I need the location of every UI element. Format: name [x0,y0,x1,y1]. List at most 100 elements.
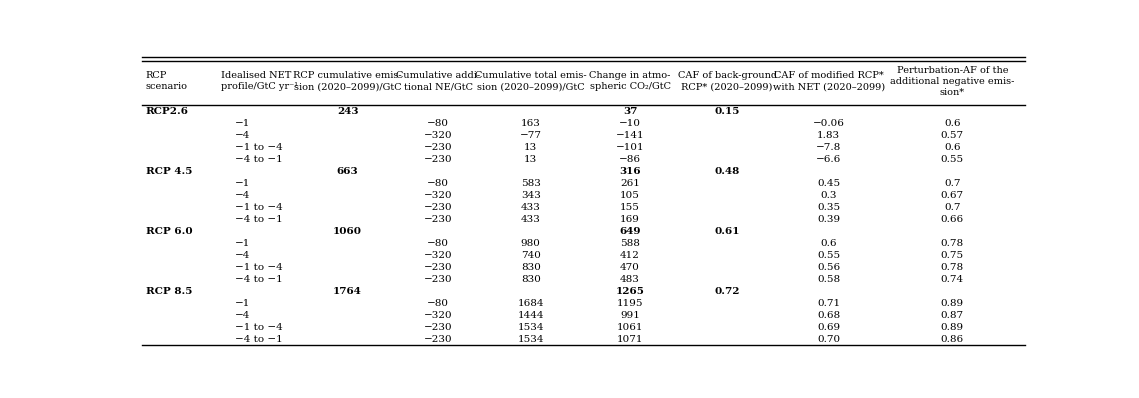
Text: 163: 163 [521,119,541,128]
Text: 1071: 1071 [617,335,644,343]
Text: 1060: 1060 [333,227,362,236]
Text: 1195: 1195 [617,298,644,308]
Text: 0.66: 0.66 [941,215,964,224]
Text: 433: 433 [521,203,541,212]
Text: −1 to −4: −1 to −4 [235,263,282,272]
Text: 0.6: 0.6 [820,239,837,248]
Text: −4 to −1: −4 to −1 [235,275,282,284]
Text: 0.15: 0.15 [714,107,740,116]
Text: 0.75: 0.75 [941,251,964,259]
Text: −1 to −4: −1 to −4 [235,322,282,332]
Text: 1265: 1265 [616,287,645,296]
Text: 0.74: 0.74 [941,275,964,284]
Text: −4 to −1: −4 to −1 [235,215,282,224]
Text: 0.71: 0.71 [817,298,841,308]
Text: CAF of back-ground
RCP* (2020–2099): CAF of back-ground RCP* (2020–2099) [678,71,777,91]
Text: −0.06: −0.06 [813,119,845,128]
Text: 583: 583 [521,179,541,188]
Text: 1444: 1444 [517,310,544,320]
Text: 0.67: 0.67 [941,191,964,200]
Text: 169: 169 [620,215,640,224]
Text: −101: −101 [616,143,645,152]
Text: −4 to −1: −4 to −1 [235,335,282,343]
Text: 0.39: 0.39 [817,215,841,224]
Text: −10: −10 [620,119,641,128]
Text: Idealised NET
profile/GtC yr⁻¹: Idealised NET profile/GtC yr⁻¹ [221,71,298,91]
Text: −80: −80 [427,179,449,188]
Text: −230: −230 [424,155,452,164]
Text: 483: 483 [620,275,640,284]
Text: −80: −80 [427,298,449,308]
Text: 155: 155 [620,203,640,212]
Text: −1: −1 [235,298,251,308]
Text: 1.83: 1.83 [817,131,841,140]
Text: 588: 588 [620,239,640,248]
Text: −4: −4 [235,310,251,320]
Text: −230: −230 [424,215,452,224]
Text: −1: −1 [235,119,251,128]
Text: 37: 37 [623,107,637,116]
Text: −230: −230 [424,335,452,343]
Text: 1684: 1684 [517,298,544,308]
Text: 0.70: 0.70 [817,335,841,343]
Text: −86: −86 [620,155,641,164]
Text: −320: −320 [424,191,452,200]
Text: 0.58: 0.58 [817,275,841,284]
Text: RCP
scenario: RCP scenario [146,71,188,91]
Text: 0.78: 0.78 [941,239,964,248]
Text: 0.7: 0.7 [944,203,960,212]
Text: 1061: 1061 [617,322,644,332]
Text: 0.55: 0.55 [941,155,964,164]
Text: RCP2.6: RCP2.6 [146,107,189,116]
Text: 316: 316 [620,167,641,176]
Text: −320: −320 [424,131,452,140]
Text: −4: −4 [235,131,251,140]
Text: 0.61: 0.61 [714,227,740,236]
Text: 0.78: 0.78 [941,263,964,272]
Text: −230: −230 [424,203,452,212]
Text: Perturbation-AF of the
additional negative emis-
sion*: Perturbation-AF of the additional negati… [890,66,1015,97]
Text: −230: −230 [424,322,452,332]
Text: −1: −1 [235,239,251,248]
Text: 0.3: 0.3 [820,191,837,200]
Text: Cumulative total emis-
sion (2020–2099)/GtC: Cumulative total emis- sion (2020–2099)/… [475,71,587,91]
Text: 261: 261 [620,179,640,188]
Text: 0.55: 0.55 [817,251,841,259]
Text: 343: 343 [521,191,541,200]
Text: 1764: 1764 [334,287,362,296]
Text: 649: 649 [620,227,641,236]
Text: 433: 433 [521,215,541,224]
Text: −1 to −4: −1 to −4 [235,143,282,152]
Text: 0.89: 0.89 [941,298,964,308]
Text: −230: −230 [424,275,452,284]
Text: 740: 740 [521,251,541,259]
Text: 1534: 1534 [517,335,544,343]
Text: 0.35: 0.35 [817,203,841,212]
Text: 0.89: 0.89 [941,322,964,332]
Text: 0.69: 0.69 [817,322,841,332]
Text: 412: 412 [620,251,640,259]
Text: −80: −80 [427,239,449,248]
Text: 243: 243 [337,107,359,116]
Text: 0.87: 0.87 [941,310,964,320]
Text: −4 to −1: −4 to −1 [235,155,282,164]
Text: −1: −1 [235,179,251,188]
Text: −141: −141 [616,131,645,140]
Text: 830: 830 [521,263,541,272]
Text: 0.72: 0.72 [714,287,740,296]
Text: 0.56: 0.56 [817,263,841,272]
Text: 830: 830 [521,275,541,284]
Text: Cumulative addi-
tional NE/GtC: Cumulative addi- tional NE/GtC [396,71,481,91]
Text: 0.6: 0.6 [944,119,960,128]
Text: RCP 6.0: RCP 6.0 [146,227,192,236]
Text: 0.48: 0.48 [714,167,740,176]
Text: 470: 470 [620,263,640,272]
Text: 0.86: 0.86 [941,335,964,343]
Text: RCP 4.5: RCP 4.5 [146,167,192,176]
Text: 0.6: 0.6 [944,143,960,152]
Text: −4: −4 [235,191,251,200]
Text: −4: −4 [235,251,251,259]
Text: 13: 13 [524,155,538,164]
Text: 1534: 1534 [517,322,544,332]
Text: −1 to −4: −1 to −4 [235,203,282,212]
